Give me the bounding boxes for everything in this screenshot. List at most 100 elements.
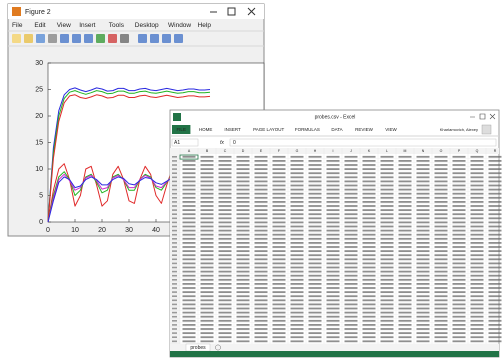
cell-content xyxy=(471,222,484,224)
ribbon-tab[interactable]: FORMULAS xyxy=(295,127,320,132)
menu-item[interactable]: Window xyxy=(168,22,191,29)
cell-content xyxy=(273,242,286,244)
cell-content xyxy=(309,328,322,330)
cell-content xyxy=(381,181,394,183)
cell-content xyxy=(273,332,286,334)
toolbar-button[interactable] xyxy=(36,34,45,43)
cell-content xyxy=(309,283,322,285)
cell-content xyxy=(183,222,196,224)
cell-content xyxy=(255,181,268,183)
cell-content xyxy=(255,287,268,289)
toolbar-button[interactable] xyxy=(174,34,183,43)
ribbon-tab[interactable]: INSERT xyxy=(224,127,241,132)
cell-content xyxy=(381,242,394,244)
cell-content xyxy=(327,263,340,265)
cell-content xyxy=(309,230,322,232)
cell-content xyxy=(201,246,214,248)
menu-item[interactable]: Help xyxy=(198,22,212,29)
cell-content xyxy=(381,172,394,174)
cell-content xyxy=(435,283,448,285)
sheet-tab-text: probes xyxy=(190,345,206,351)
ribbon-tab[interactable]: REVIEW xyxy=(355,127,374,132)
cell-content xyxy=(273,176,286,178)
toolbar-button[interactable] xyxy=(84,34,93,43)
cell-content xyxy=(201,295,214,297)
cell-content xyxy=(363,258,376,260)
toolbar-button[interactable] xyxy=(48,34,57,43)
cell-content xyxy=(183,324,196,326)
cell-content xyxy=(453,336,466,338)
ribbon-tab[interactable]: FILE xyxy=(176,127,186,132)
cell-content xyxy=(219,267,232,269)
menu-item[interactable]: Edit xyxy=(34,22,45,29)
cell-content xyxy=(381,267,394,269)
toolbar-button[interactable] xyxy=(138,34,147,43)
toolbar-button[interactable] xyxy=(12,34,21,43)
cell-content xyxy=(381,201,394,203)
cell-content xyxy=(345,205,358,207)
cell-content xyxy=(399,267,412,269)
cell-content xyxy=(489,287,502,289)
ribbon-tab[interactable]: PAGE LAYOUT xyxy=(253,127,284,132)
cell-content xyxy=(381,263,394,265)
cell-content xyxy=(381,189,394,191)
cell-content xyxy=(219,201,232,203)
formula-bar[interactable] xyxy=(230,139,496,146)
cell-content xyxy=(237,205,250,207)
cell-content xyxy=(417,267,430,269)
cell-content xyxy=(273,160,286,162)
cell-content xyxy=(255,283,268,285)
cell-content xyxy=(453,295,466,297)
cell-content xyxy=(291,160,304,162)
cell-content xyxy=(417,181,430,183)
toolbar-button[interactable] xyxy=(120,34,129,43)
cell-content xyxy=(327,234,340,236)
cell-content xyxy=(489,156,502,158)
cell-content xyxy=(183,176,196,178)
cell-content xyxy=(417,172,430,174)
ribbon-tab[interactable]: HOME xyxy=(199,127,213,132)
cell-content xyxy=(237,291,250,293)
cell-content xyxy=(489,185,502,187)
row-number xyxy=(172,246,177,248)
cell-content xyxy=(309,340,322,342)
menu-item[interactable]: Desktop xyxy=(135,22,159,29)
menu-item[interactable]: View xyxy=(57,22,71,29)
cell-content xyxy=(453,209,466,211)
cell-content xyxy=(309,201,322,203)
cell-content xyxy=(327,213,340,215)
cell-content xyxy=(471,217,484,219)
toolbar-button[interactable] xyxy=(24,34,33,43)
cell-content xyxy=(345,185,358,187)
cell-content xyxy=(255,197,268,199)
y-tick-label: 15 xyxy=(35,139,43,146)
cell-content xyxy=(273,258,286,260)
toolbar-button[interactable] xyxy=(72,34,81,43)
ribbon-tab[interactable]: DATA xyxy=(331,127,342,132)
menu-item[interactable]: Insert xyxy=(79,22,95,29)
cell-content xyxy=(399,304,412,306)
row-number xyxy=(172,300,177,302)
cell-content xyxy=(255,189,268,191)
toolbar-button[interactable] xyxy=(150,34,159,43)
row-number xyxy=(172,218,177,220)
cell-content xyxy=(183,299,196,301)
cell-content xyxy=(255,316,268,318)
ribbon-tab[interactable]: VIEW xyxy=(385,127,397,132)
cell-content xyxy=(453,172,466,174)
toolbar-button[interactable] xyxy=(108,34,117,43)
menu-item[interactable]: File xyxy=(12,22,23,29)
row-number xyxy=(172,181,177,183)
toolbar-button[interactable] xyxy=(60,34,69,43)
toolbar-button[interactable] xyxy=(96,34,105,43)
cell-content xyxy=(381,217,394,219)
cell-content xyxy=(489,213,502,215)
cell-content xyxy=(417,254,430,256)
menu-item[interactable]: Tools xyxy=(109,22,125,29)
cell-content xyxy=(183,234,196,236)
cell-content xyxy=(435,172,448,174)
cell-content xyxy=(435,336,448,338)
cell-content xyxy=(489,299,502,301)
toolbar-button[interactable] xyxy=(162,34,171,43)
cell-content xyxy=(399,189,412,191)
